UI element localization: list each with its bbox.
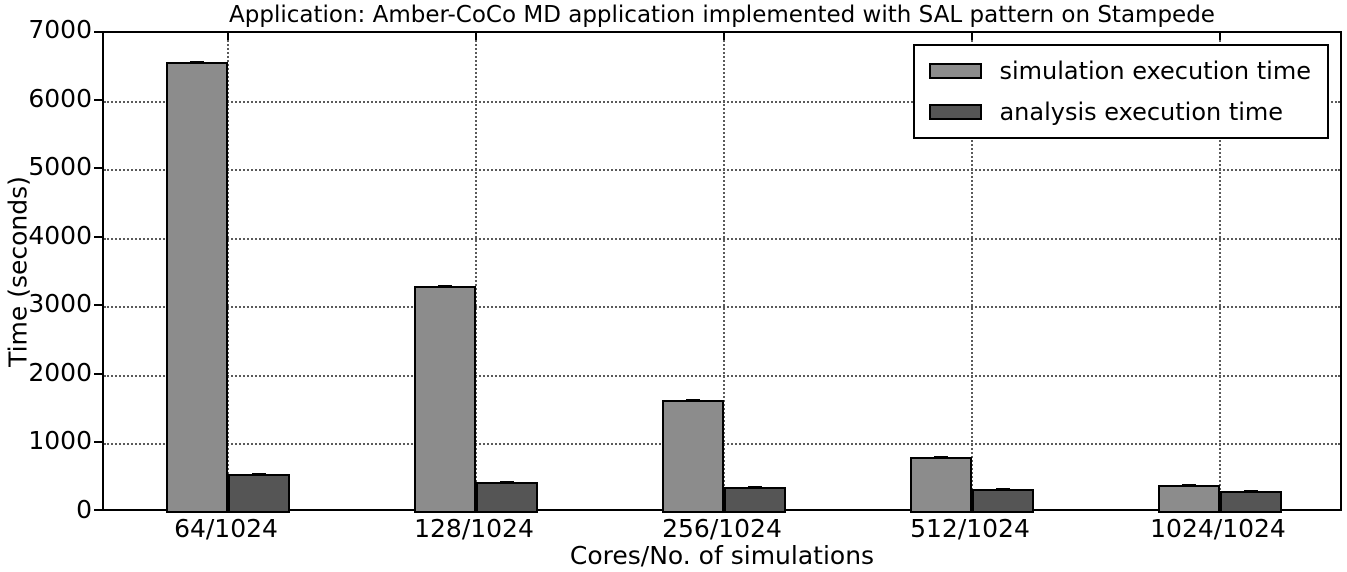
error-bar-cap xyxy=(1244,490,1258,494)
x-tick-label-512/1024: 512/1024 xyxy=(910,514,1030,543)
y-tick-label-2000: 2000 xyxy=(28,357,92,387)
y-tick-label-4000: 4000 xyxy=(28,220,92,250)
gridline-horizontal-3000 xyxy=(104,306,1340,309)
legend-swatch-simulation xyxy=(929,63,983,79)
legend-label-simulation: simulation execution time xyxy=(999,57,1311,85)
y-tick-label-1000: 1000 xyxy=(28,426,92,456)
gridline-vertical-256/1024 xyxy=(723,33,725,509)
bar-analysis-64/1024 xyxy=(228,473,290,513)
error-bar-cap xyxy=(748,486,762,490)
y-tick-mark-7000 xyxy=(94,31,102,33)
bar-simulation-1024/1024 xyxy=(1158,483,1220,513)
error-bar-cap xyxy=(996,488,1010,492)
legend: simulation execution time analysis execu… xyxy=(913,44,1329,139)
gridline-horizontal-6000 xyxy=(104,100,1340,103)
x-tick-label-64/1024: 64/1024 xyxy=(174,514,278,543)
gridline-horizontal-5000 xyxy=(104,169,1340,172)
error-bar-cap xyxy=(686,398,700,402)
gridline-vertical-64/1024 xyxy=(227,33,229,509)
gridline-vertical-1024/1024 xyxy=(1219,33,1221,509)
error-bar-cap xyxy=(438,285,452,289)
y-tick-label-6000: 6000 xyxy=(28,83,92,113)
bar-simulation-64/1024 xyxy=(166,61,228,513)
y-tick-label-0: 0 xyxy=(76,495,92,524)
chart-title: Application: Amber-CoCo MD application i… xyxy=(229,2,1215,28)
error-bar-cap xyxy=(1182,483,1196,487)
x-axis-label: Cores/No. of simulations xyxy=(569,541,875,570)
legend-swatch-analysis xyxy=(929,104,983,120)
y-tick-mark-0 xyxy=(94,509,102,511)
legend-item-simulation: simulation execution time xyxy=(929,57,1311,85)
plot-area: simulation execution time analysis execu… xyxy=(102,31,1342,513)
y-tick-mark-3000 xyxy=(94,304,102,307)
bar-analysis-1024/1024 xyxy=(1220,490,1282,513)
y-tick-mark-4000 xyxy=(94,235,102,238)
gridline-horizontal-4000 xyxy=(104,237,1340,240)
x-tick-mark-top-64/1024 xyxy=(227,33,229,40)
x-tick-mark-top-256/1024 xyxy=(723,33,725,40)
bar-simulation-256/1024 xyxy=(662,398,724,513)
y-tick-label-7000: 7000 xyxy=(28,15,92,44)
bar-analysis-256/1024 xyxy=(724,486,786,513)
error-bar-cap xyxy=(934,456,948,460)
y-tick-mark-5000 xyxy=(94,167,102,170)
bar-simulation-512/1024 xyxy=(910,456,972,513)
error-bar-cap xyxy=(500,480,514,484)
y-tick-mark-6000 xyxy=(94,98,102,101)
y-tick-mark-2000 xyxy=(94,372,102,375)
x-tick-label-128/1024: 128/1024 xyxy=(414,514,534,543)
legend-label-analysis: analysis execution time xyxy=(999,98,1284,126)
x-tick-label-256/1024: 256/1024 xyxy=(662,514,782,543)
x-tick-label-1024/1024: 1024/1024 xyxy=(1150,514,1286,543)
gridline-horizontal-2000 xyxy=(104,374,1340,377)
bar-simulation-128/1024 xyxy=(414,285,476,513)
gridline-vertical-128/1024 xyxy=(475,33,477,509)
x-tick-mark-top-1024/1024 xyxy=(1219,33,1221,40)
y-tick-label-5000: 5000 xyxy=(28,152,92,182)
bar-analysis-128/1024 xyxy=(476,480,538,513)
legend-item-analysis: analysis execution time xyxy=(929,98,1311,126)
x-tick-mark-top-512/1024 xyxy=(971,33,973,40)
bar-analysis-512/1024 xyxy=(972,488,1034,513)
y-tick-mark-1000 xyxy=(94,441,102,444)
error-bar-cap xyxy=(190,61,204,65)
x-tick-mark-top-128/1024 xyxy=(475,33,477,40)
gridline-vertical-512/1024 xyxy=(971,33,973,509)
y-tick-label-3000: 3000 xyxy=(28,289,92,319)
error-bar-cap xyxy=(252,473,266,477)
